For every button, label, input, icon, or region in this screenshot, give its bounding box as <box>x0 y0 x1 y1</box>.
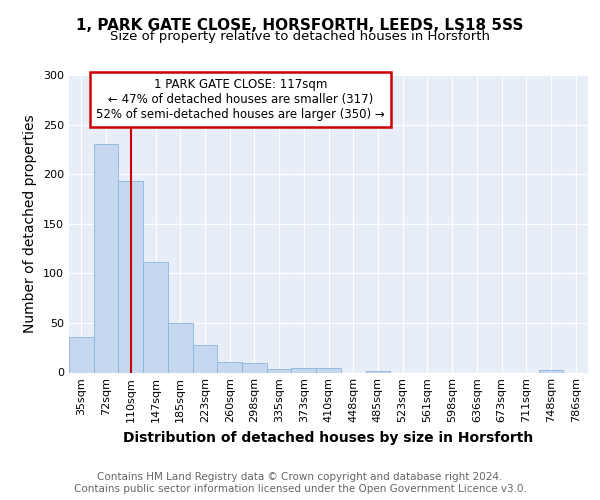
Text: Size of property relative to detached houses in Horsforth: Size of property relative to detached ho… <box>110 30 490 43</box>
Bar <box>267 368 292 372</box>
Bar <box>193 344 217 372</box>
Bar <box>217 362 242 372</box>
Text: 1, PARK GATE CLOSE, HORSFORTH, LEEDS, LS18 5SS: 1, PARK GATE CLOSE, HORSFORTH, LEEDS, LS… <box>76 18 524 32</box>
Bar <box>365 370 390 372</box>
Y-axis label: Number of detached properties: Number of detached properties <box>23 114 37 333</box>
Bar <box>292 368 316 372</box>
Bar <box>168 323 193 372</box>
Bar <box>242 362 267 372</box>
Text: 1 PARK GATE CLOSE: 117sqm
← 47% of detached houses are smaller (317)
52% of semi: 1 PARK GATE CLOSE: 117sqm ← 47% of detac… <box>96 78 385 121</box>
Bar <box>539 370 563 372</box>
Bar <box>143 262 168 372</box>
X-axis label: Distribution of detached houses by size in Horsforth: Distribution of detached houses by size … <box>124 431 533 445</box>
Bar <box>94 144 118 372</box>
Bar <box>316 368 341 372</box>
Bar <box>118 181 143 372</box>
Text: Contains HM Land Registry data © Crown copyright and database right 2024.
Contai: Contains HM Land Registry data © Crown c… <box>74 472 526 494</box>
Bar <box>69 337 94 372</box>
